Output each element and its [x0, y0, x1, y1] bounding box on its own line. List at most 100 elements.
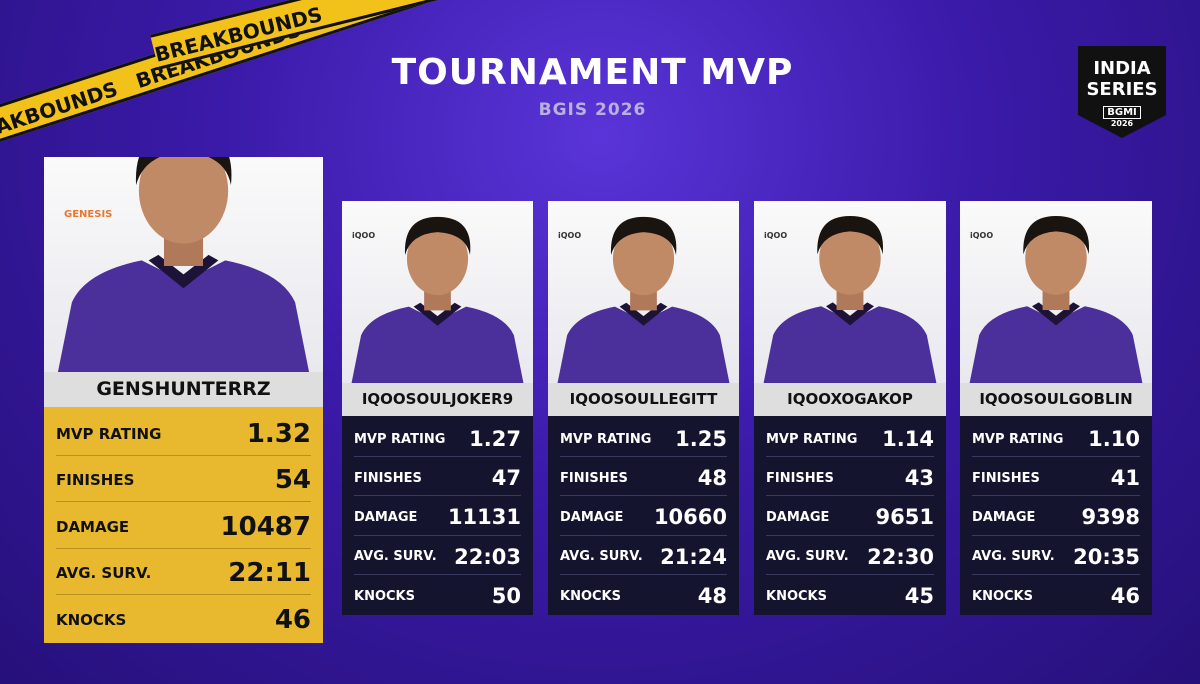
photo-area: iQOO: [960, 201, 1152, 383]
photo-area: GENESIS: [44, 157, 323, 372]
stat-row: DAMAGE 10660: [560, 500, 727, 536]
jersey: [351, 306, 524, 383]
player-photo: [351, 216, 524, 383]
team-logo: iQOO: [558, 231, 582, 240]
team-logo: iQOO: [352, 231, 376, 240]
stat-value: 10487: [220, 511, 311, 542]
stat-value: 22:11: [228, 558, 311, 589]
photo-area: iQOO: [548, 201, 739, 383]
player-photo: [763, 215, 937, 383]
stat-value: 47: [491, 466, 521, 491]
stat-value: 20:35: [1073, 544, 1140, 569]
stat-row: AVG. SURV. 21:24: [560, 540, 727, 575]
stat-label: DAMAGE: [354, 509, 418, 525]
player-photo: [57, 157, 310, 372]
stat-row: FINISHES 48: [560, 461, 727, 497]
player-name: GENSHUNTERRZ: [44, 372, 323, 407]
hair: [404, 216, 471, 256]
stat-value: 1.10: [1088, 427, 1140, 452]
jersey: [57, 260, 310, 372]
stats-panel: MVP RATING 1.10 FINISHES 41 DAMAGE 9398 AVG. S…: [960, 416, 1152, 615]
stat-value: 43: [904, 466, 934, 491]
face: [612, 222, 675, 296]
stat-row: MVP RATING 1.27: [354, 422, 521, 458]
stat-label: MVP RATING: [354, 431, 446, 447]
stat-value: 10660: [653, 505, 727, 530]
stat-label: MVP RATING: [972, 431, 1064, 447]
stats-panel: MVP RATING 1.14 FINISHES 43 DAMAGE 9651 AVG. S…: [754, 416, 946, 615]
stat-row: FINISHES 47: [354, 461, 521, 497]
player-name: IQOOXOGAKOP: [754, 383, 946, 416]
player-card: iQOO IQOOSOULJOKER9 MVP RATING 1.27 FINISHES…: [342, 201, 533, 615]
stat-value: 9651: [875, 505, 934, 530]
title: TOURNAMENT MVP: [391, 52, 794, 93]
stat-value: 1.14: [882, 427, 934, 452]
face: [819, 221, 881, 295]
stat-label: KNOCKS: [972, 588, 1033, 604]
stat-row: AVG. SURV. 20:35: [972, 540, 1140, 575]
stat-label: DAMAGE: [560, 509, 624, 525]
face: [1025, 221, 1087, 295]
stat-row: DAMAGE 11131: [354, 500, 521, 536]
stat-row: FINISHES 54: [56, 460, 311, 502]
stat-row: KNOCKS 48: [560, 579, 727, 614]
stat-value: 45: [904, 584, 934, 609]
stat-label: DAMAGE: [972, 509, 1036, 525]
stat-value: 22:03: [454, 544, 521, 569]
stat-value: 48: [697, 584, 727, 609]
logo-year: 2026: [1110, 119, 1134, 128]
stat-value: 41: [1110, 466, 1140, 491]
stat-label: KNOCKS: [766, 588, 827, 604]
logo-badge: BGMI: [1103, 106, 1141, 119]
stat-value: 46: [274, 605, 311, 636]
jersey: [557, 306, 730, 383]
hair: [1023, 215, 1090, 255]
player-name: IQOOSOULLEGITT: [548, 383, 739, 416]
player-photo: [969, 215, 1143, 383]
photo-area: iQOO: [342, 201, 533, 383]
stat-label: MVP RATING: [56, 424, 162, 443]
stat-row: DAMAGE 9651: [766, 500, 934, 536]
stat-row: DAMAGE 10487: [56, 506, 311, 549]
player-name: IQOOSOULJOKER9: [342, 383, 533, 416]
stat-label: AVG. SURV.: [560, 549, 643, 565]
stat-row: KNOCKS 46: [56, 599, 311, 642]
player-card: iQOO IQOOSOULGOBLIN MVP RATING 1.10 FINISHES…: [960, 201, 1152, 615]
stat-row: KNOCKS 46: [972, 579, 1140, 614]
stat-row: DAMAGE 9398: [972, 500, 1140, 536]
team-logo: iQOO: [764, 231, 788, 240]
stat-label: DAMAGE: [56, 517, 130, 536]
stat-value: 48: [697, 466, 727, 491]
stat-label: FINISHES: [56, 471, 135, 490]
stat-label: FINISHES: [560, 470, 628, 486]
player-card: iQOO IQOOSOULLEGITT MVP RATING 1.25 FINISHES…: [548, 201, 739, 615]
stat-value: 1.25: [675, 427, 727, 452]
stat-label: AVG. SURV.: [972, 549, 1055, 565]
stat-row: KNOCKS 50: [354, 579, 521, 614]
stat-label: MVP RATING: [766, 431, 858, 447]
stat-row: KNOCKS 45: [766, 579, 934, 614]
jersey: [969, 306, 1143, 383]
photo-area: iQOO: [754, 201, 946, 383]
stat-row: AVG. SURV. 22:11: [56, 553, 311, 595]
stat-row: FINISHES 41: [972, 461, 1140, 497]
stat-row: FINISHES 43: [766, 461, 934, 497]
stat-label: FINISHES: [972, 470, 1040, 486]
logo-text: INDIA: [1093, 58, 1151, 79]
stat-label: FINISHES: [354, 470, 422, 486]
face: [138, 157, 229, 244]
stat-row: AVG. SURV. 22:03: [354, 540, 521, 575]
stat-label: KNOCKS: [560, 588, 621, 604]
stat-row: MVP RATING 1.25: [560, 422, 727, 458]
stat-row: MVP RATING 1.32: [56, 413, 311, 456]
stat-value: 22:30: [867, 544, 934, 569]
stat-row: MVP RATING 1.10: [972, 422, 1140, 458]
hair: [817, 215, 884, 255]
stat-label: AVG. SURV.: [766, 549, 849, 565]
stat-value: 1.27: [469, 427, 521, 452]
stats-panel: MVP RATING 1.32 FINISHES 54 DAMAGE 10487 AVG. …: [44, 407, 323, 643]
subtitle: BGIS 2026: [538, 100, 647, 120]
player-card: iQOO IQOOXOGAKOP MVP RATING 1.14 FINISHES 43 D…: [754, 201, 946, 615]
stat-row: MVP RATING 1.14: [766, 422, 934, 458]
